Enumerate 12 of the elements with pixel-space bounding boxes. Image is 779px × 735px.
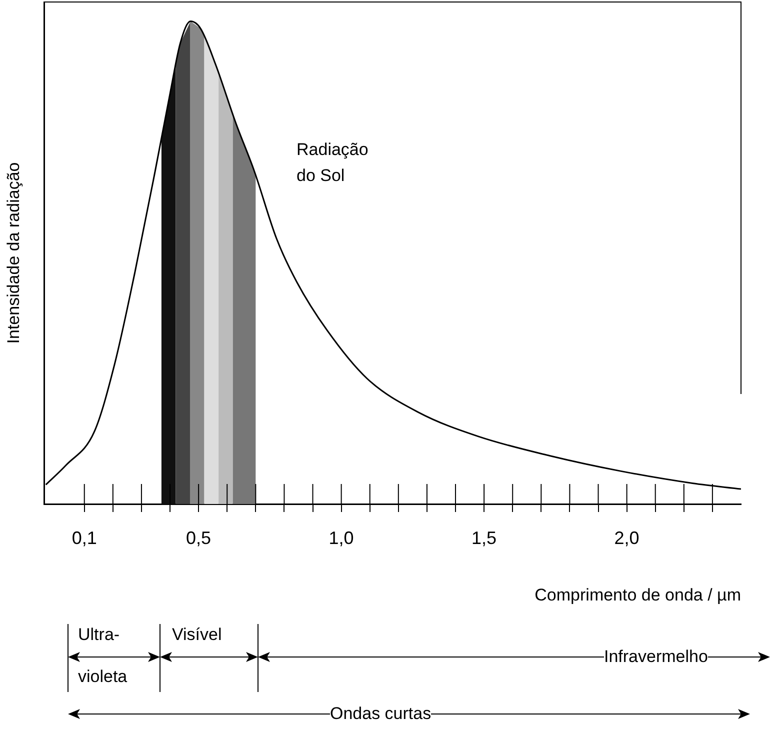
text: Infravermelho (604, 646, 708, 668)
text: Visível (172, 624, 222, 646)
text: Ondas curtas (330, 703, 432, 725)
x-tick-label: 1,5 (472, 528, 497, 548)
y-axis-title: Intensidade da radiação (4, 162, 23, 344)
x-tick-label: 0,1 (72, 528, 97, 548)
text: Ultra-violeta (78, 625, 128, 686)
x-axis-title: Comprimento de onda / µm (534, 585, 741, 604)
x-tick-label: 1,0 (328, 528, 354, 548)
x-tick-label: 0,5 (186, 528, 212, 548)
text: Radiação do Sol (296, 140, 368, 185)
x-tick-label: 2,0 (614, 528, 640, 548)
